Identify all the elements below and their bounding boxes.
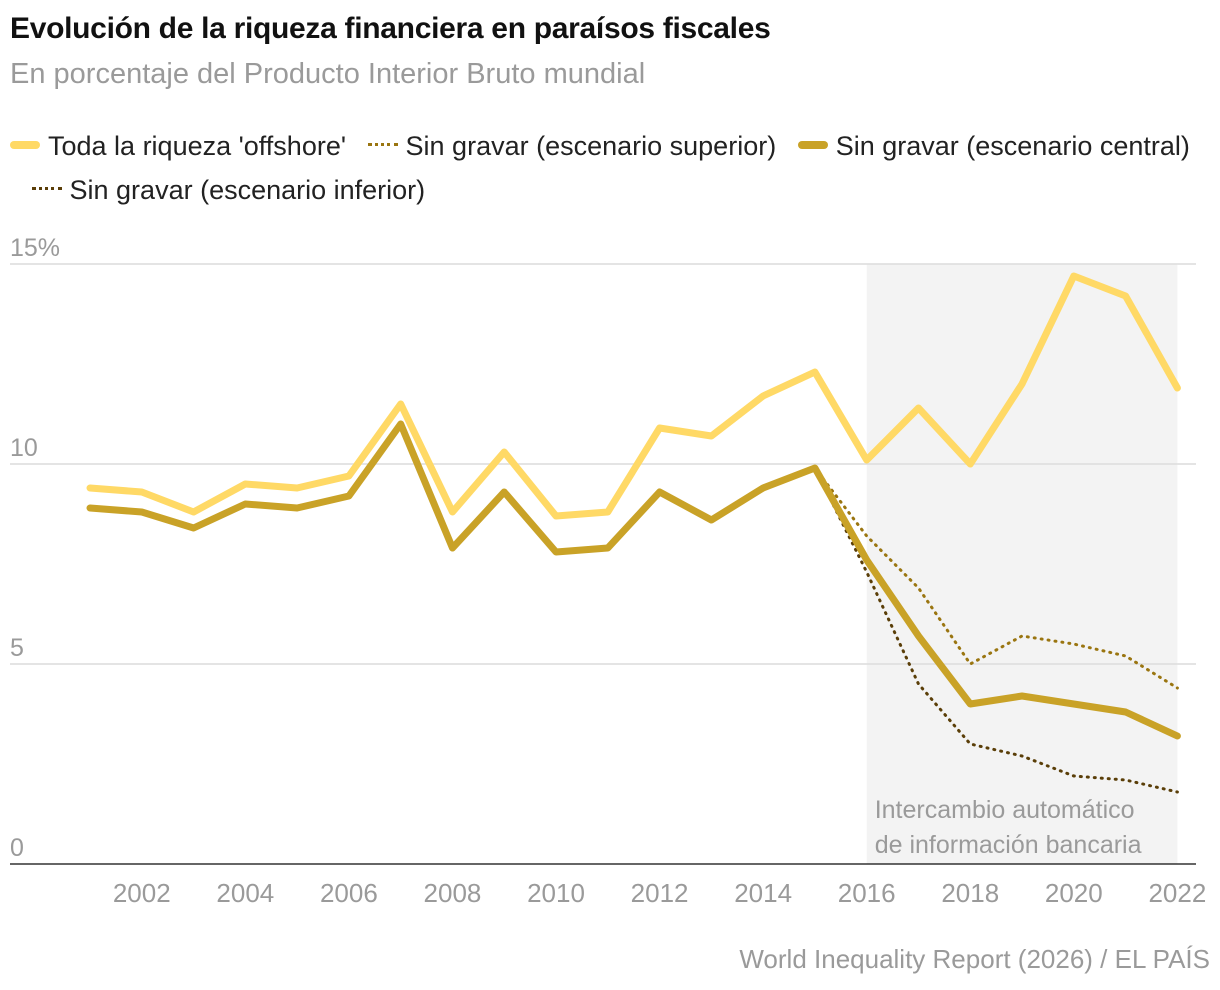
y-axis-ticks: 0 5 10 15%: [10, 234, 60, 862]
x-tick-label-2006: 2006: [320, 878, 378, 908]
shaded-region: [866, 264, 1178, 864]
x-tick-label-2010: 2010: [527, 878, 585, 908]
x-axis-ticks: 2002 2004 2006 2008 2010 2012 2014 2016 2018 2020…: [113, 878, 1206, 908]
chart-title: Evolución de la riqueza financiera en pa…: [10, 12, 771, 45]
legend-swatch-offshore: [10, 140, 40, 149]
legend-label-offshore: Toda la riqueza 'offshore': [48, 131, 347, 161]
y-tick-label-15: 15%: [10, 234, 60, 262]
annotation-line-2: de información bancaria: [875, 831, 1142, 859]
x-tick-label-2020: 2020: [1045, 878, 1103, 908]
legend-item-superior: Sin gravar (escenario superior): [367, 131, 777, 161]
legend-label-superior: Sin gravar (escenario superior): [405, 131, 777, 161]
y-tick-label-10: 10: [10, 434, 38, 462]
legend-item-central: Sin gravar (escenario central): [797, 131, 1190, 161]
legend-swatch-central: [797, 140, 828, 149]
legend: Toda la riqueza 'offshore' Sin gravar (e…: [10, 124, 1200, 212]
y-tick-label-0: 0: [10, 834, 24, 862]
chart-subtitle: En porcentaje del Producto Interior Brut…: [10, 58, 646, 90]
x-tick-label-2004: 2004: [216, 878, 274, 908]
x-tick-label-2022: 2022: [1148, 878, 1206, 908]
series-line-sin-gravar-escenario-central: [86, 420, 1181, 740]
legend-item-inferior: Sin gravar (escenario inferior): [31, 175, 426, 205]
y-tick-label-5: 5: [10, 634, 24, 662]
x-tick-label-2002: 2002: [113, 878, 171, 908]
gridlines: [10, 263, 1196, 665]
legend-swatch-inferior: [31, 187, 62, 191]
legend-label-central: Sin gravar (escenario central): [835, 131, 1190, 161]
x-tick-label-2012: 2012: [631, 878, 689, 908]
x-tick-label-2016: 2016: [838, 878, 896, 908]
legend-label-inferior: Sin gravar (escenario inferior): [69, 175, 426, 205]
series-line-sin-gravar-escenario-inferior: [813, 466, 1179, 794]
source-note: World Inequality Report (2026) / EL PAÍS: [739, 944, 1210, 974]
x-tick-label-2014: 2014: [734, 878, 792, 908]
legend-swatch-superior: [367, 143, 398, 147]
series-group: [86, 272, 1181, 794]
series-line-toda-la-riqueza-offshore: [86, 272, 1181, 520]
x-tick-label-2018: 2018: [941, 878, 999, 908]
legend-item-offshore: Toda la riqueza 'offshore': [10, 131, 346, 161]
annotation-line-1: Intercambio automático: [875, 796, 1135, 824]
x-tick-label-2008: 2008: [424, 878, 482, 908]
series-line-sin-gravar-escenario-superior: [813, 466, 1179, 690]
